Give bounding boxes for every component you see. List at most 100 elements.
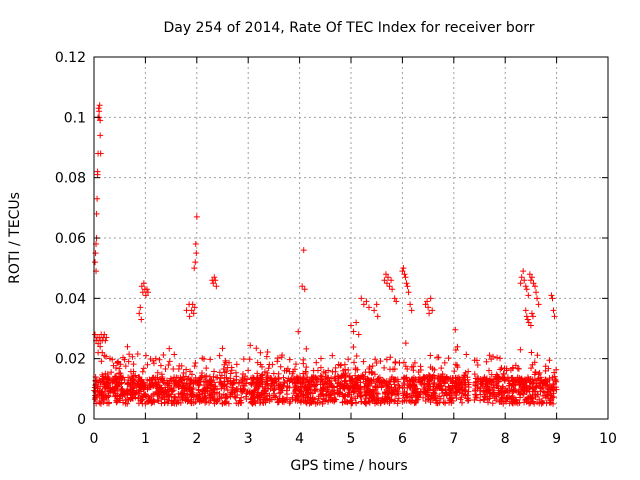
data-point: [107, 388, 114, 395]
data-point: [479, 379, 486, 386]
data-point: [423, 374, 430, 381]
data-point: [434, 354, 441, 361]
data-point: [165, 392, 172, 399]
data-point: [362, 369, 369, 376]
data-point: [395, 395, 402, 402]
data-point: [542, 376, 549, 383]
data-point: [259, 391, 266, 398]
data-point: [101, 331, 108, 338]
data-point: [143, 286, 150, 293]
data-point: [151, 376, 158, 383]
data-point: [460, 374, 467, 381]
data-point: [495, 376, 502, 383]
data-point: [256, 400, 263, 407]
data-point: [165, 361, 172, 368]
data-point: [181, 376, 188, 383]
data-point: [166, 345, 173, 352]
data-point: [284, 394, 291, 401]
data-point: [429, 365, 436, 372]
data-point: [198, 374, 205, 381]
data-point: [321, 380, 328, 387]
data-point: [300, 374, 307, 381]
data-point: [130, 368, 137, 375]
data-point: [361, 373, 368, 380]
data-point: [417, 389, 424, 396]
data-point: [98, 358, 105, 365]
data-point: [520, 268, 527, 275]
data-point: [381, 277, 388, 284]
data-point: [204, 383, 211, 390]
data-point: [381, 399, 388, 406]
data-point: [547, 390, 554, 397]
data-point: [408, 376, 415, 383]
data-point: [377, 358, 384, 365]
data-point: [445, 355, 452, 362]
data-point: [232, 394, 239, 401]
data-point: [311, 396, 318, 403]
data-point: [483, 358, 490, 365]
data-point: [474, 385, 481, 392]
data-point: [381, 390, 388, 397]
data-point: [474, 361, 481, 368]
data-point: [224, 387, 231, 394]
data-point: [481, 375, 488, 382]
data-point: [185, 397, 192, 404]
data-point: [550, 381, 557, 388]
data-point: [315, 395, 322, 402]
data-point: [303, 400, 310, 407]
y-tick-label: 0.08: [55, 171, 86, 187]
data-point: [371, 307, 378, 314]
data-point: [449, 382, 456, 389]
data-point: [135, 395, 142, 402]
data-point: [479, 382, 486, 389]
data-point: [345, 356, 352, 363]
data-point: [392, 376, 399, 383]
data-point: [97, 150, 104, 157]
data-point: [524, 395, 531, 402]
data-point: [385, 274, 392, 281]
data-point: [552, 384, 559, 391]
data-point: [363, 298, 370, 305]
data-point: [380, 378, 387, 385]
data-point: [207, 385, 214, 392]
data-point: [403, 280, 410, 287]
data-point: [320, 386, 327, 393]
data-point: [112, 364, 119, 371]
data-point: [408, 307, 415, 314]
data-point: [261, 368, 268, 375]
data-point: [277, 363, 284, 370]
data-point: [222, 392, 229, 399]
data-point: [295, 328, 302, 335]
data-point: [404, 283, 411, 290]
data-point: [353, 319, 360, 326]
data-point: [158, 385, 165, 392]
data-point: [535, 376, 542, 383]
data-point: [287, 398, 294, 405]
data-point: [490, 353, 497, 360]
data-point: [120, 399, 127, 406]
data-point: [246, 356, 253, 363]
data-point: [233, 373, 240, 380]
data-point: [294, 393, 301, 400]
data-point: [528, 349, 535, 356]
data-point: [305, 389, 312, 396]
data-point: [103, 353, 110, 360]
data-point: [360, 358, 367, 365]
data-point: [283, 387, 290, 394]
data-point: [203, 365, 210, 372]
data-point: [109, 356, 116, 363]
data-point: [163, 389, 170, 396]
data-point: [285, 375, 292, 382]
data-point: [518, 375, 525, 382]
data-point: [234, 386, 241, 393]
data-point: [400, 265, 407, 272]
data-point: [352, 365, 359, 372]
data-point: [348, 396, 355, 403]
data-point: [258, 375, 265, 382]
data-point: [286, 368, 293, 375]
data-point: [272, 375, 279, 382]
data-point: [187, 368, 194, 375]
data-point: [474, 375, 481, 382]
data-point: [452, 374, 459, 381]
data-point: [431, 379, 438, 386]
